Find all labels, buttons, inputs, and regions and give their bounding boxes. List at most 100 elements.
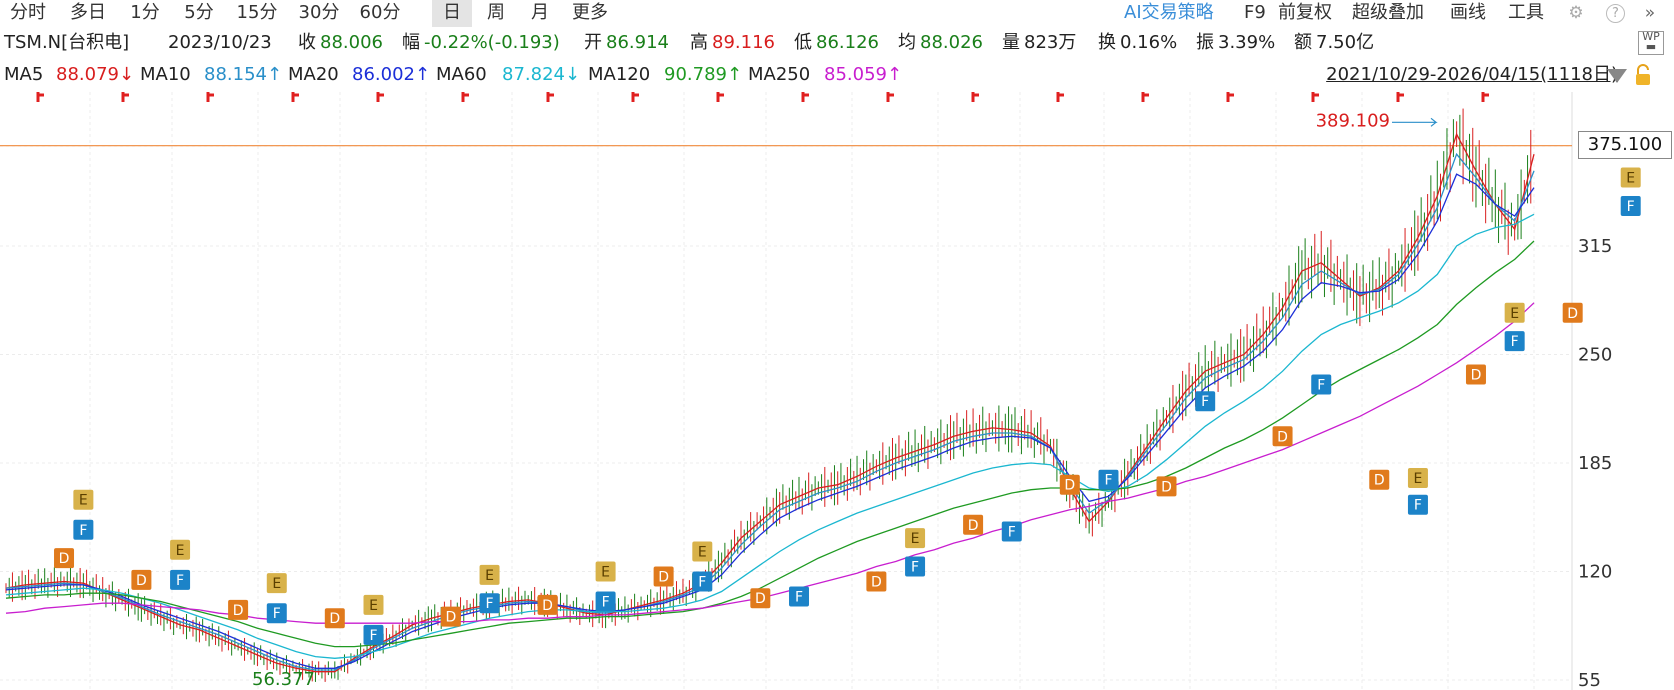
y-tick-label: 55 — [1578, 670, 1601, 690]
signal-marker-label: F — [795, 590, 803, 606]
period-tab[interactable]: 15分 — [236, 2, 278, 23]
signal-marker-label: D — [59, 551, 70, 567]
period-tab[interactable]: 30分 — [298, 2, 340, 23]
close-label: 收 — [298, 32, 316, 53]
ma20-value: 86.002↑ — [352, 64, 431, 85]
signal-marker-label: F — [1511, 334, 1519, 350]
ma250-label: MA250 — [748, 64, 811, 85]
period-flag — [1141, 92, 1149, 102]
signal-marker-label: D — [1277, 429, 1288, 445]
low-value: 86.126 — [816, 32, 879, 53]
avg-value: 88.026 — [920, 32, 983, 53]
signal-marker-label: F — [1317, 378, 1325, 394]
signal-marker-label: D — [542, 598, 553, 614]
avg-label: 均 — [898, 32, 916, 53]
signal-marker-e — [692, 541, 713, 562]
period-more[interactable]: 更多 — [572, 2, 608, 23]
period-tab[interactable]: 1分 — [130, 2, 160, 23]
ma-line-ma120 — [5, 240, 1535, 648]
overlay-button[interactable]: 超级叠加 — [1352, 2, 1424, 23]
signal-marker-d — [1059, 474, 1080, 495]
f9-button[interactable]: F9 — [1244, 2, 1266, 23]
quote-bar: TSM.N[台积电] 2023/10/23 收 88.006 幅 -0.22%(… — [0, 29, 1674, 57]
signal-marker-label: E — [698, 544, 707, 560]
change-label: 幅 — [402, 32, 420, 53]
help-icon[interactable]: ? — [1606, 4, 1625, 23]
period-tab[interactable]: 分时 — [10, 2, 46, 23]
signal-marker-label: D — [136, 573, 147, 589]
expand-icon[interactable]: » — [1644, 3, 1656, 23]
signal-marker-d — [1369, 469, 1390, 490]
draw-line-button[interactable]: 画线 — [1450, 2, 1486, 23]
wp-icon[interactable]: WP ▬ — [1638, 31, 1664, 55]
period-flag — [801, 92, 809, 102]
period-tab[interactable]: 月 — [531, 2, 549, 23]
gear-icon[interactable]: ⚙ — [1568, 3, 1584, 23]
signal-marker-d — [131, 569, 152, 590]
ma60-label: MA60 — [436, 64, 487, 85]
period-flag — [546, 92, 554, 102]
signal-marker-label: F — [1104, 473, 1112, 489]
ai-strategy-button[interactable]: AI交易策略 — [1124, 2, 1214, 23]
period-flag — [716, 92, 724, 102]
adjust-button[interactable]: 前复权 — [1278, 2, 1332, 23]
signal-marker-d — [866, 571, 887, 592]
max-price-annotation: 389.109 — [1316, 110, 1390, 131]
signal-marker-d — [963, 514, 984, 535]
period-flag — [1396, 92, 1404, 102]
y-tick-label: 120 — [1578, 562, 1612, 583]
signal-marker-d — [750, 588, 771, 609]
max-price-arrow — [1392, 117, 1438, 127]
signal-marker-label: E — [176, 543, 185, 559]
signal-marker-label: D — [1374, 473, 1385, 489]
lock-icon[interactable] — [1634, 64, 1652, 86]
amount-value: 7.50亿 — [1316, 32, 1375, 53]
period-tab[interactable]: 60分 — [359, 2, 401, 23]
signal-marker-d — [440, 606, 461, 627]
signal-marker-label: F — [1627, 199, 1635, 215]
signal-marker-e — [595, 561, 616, 582]
range-dropdown-icon[interactable] — [1607, 69, 1627, 83]
signal-marker-label: E — [601, 565, 610, 581]
signal-marker-f — [1311, 374, 1332, 395]
volume-value: 823万 — [1024, 32, 1077, 53]
signal-marker-label: D — [445, 610, 456, 626]
signal-marker-f — [170, 569, 191, 590]
signal-marker-label: D — [1064, 478, 1075, 494]
signal-marker-e — [905, 528, 926, 549]
signal-marker-e — [1620, 167, 1641, 188]
signal-marker-f — [1098, 469, 1119, 490]
ma-line-ma20 — [5, 173, 1535, 669]
period-tab-active[interactable]: 日 — [432, 0, 472, 27]
ma10-label: MA10 — [140, 64, 191, 85]
open-label: 开 — [584, 32, 602, 53]
signal-marker-d — [1272, 426, 1293, 447]
period-tab[interactable]: 周 — [487, 2, 505, 23]
signal-marker-d — [1562, 302, 1583, 323]
period-flag — [631, 92, 639, 102]
signal-marker-e — [266, 573, 287, 594]
ma120-label: MA120 — [588, 64, 651, 85]
signal-marker-e — [479, 564, 500, 585]
signal-marker-f — [1620, 195, 1641, 216]
date-range[interactable]: 2021/10/29-2026/04/15(1118日) — [1326, 64, 1618, 85]
signal-marker-label: E — [1510, 306, 1519, 322]
signal-marker-f — [1504, 331, 1525, 352]
period-tab[interactable]: 5分 — [184, 2, 214, 23]
period-flag — [1311, 92, 1319, 102]
signal-marker-e — [1504, 302, 1525, 323]
high-value: 89.116 — [712, 32, 775, 53]
period-tab[interactable]: 多日 — [70, 2, 106, 23]
signal-marker-d — [653, 566, 674, 587]
tools-button[interactable]: 工具 — [1508, 2, 1544, 23]
period-flag — [206, 92, 214, 102]
signal-marker-label: F — [911, 559, 919, 575]
period-flag — [376, 92, 384, 102]
signal-marker-d — [1156, 476, 1177, 497]
period-flag — [1056, 92, 1064, 102]
signal-marker-f — [595, 591, 616, 612]
signal-marker-label: E — [485, 568, 494, 584]
amount-label: 额 — [1294, 32, 1312, 53]
ma250-value: 85.059↑ — [824, 64, 903, 85]
